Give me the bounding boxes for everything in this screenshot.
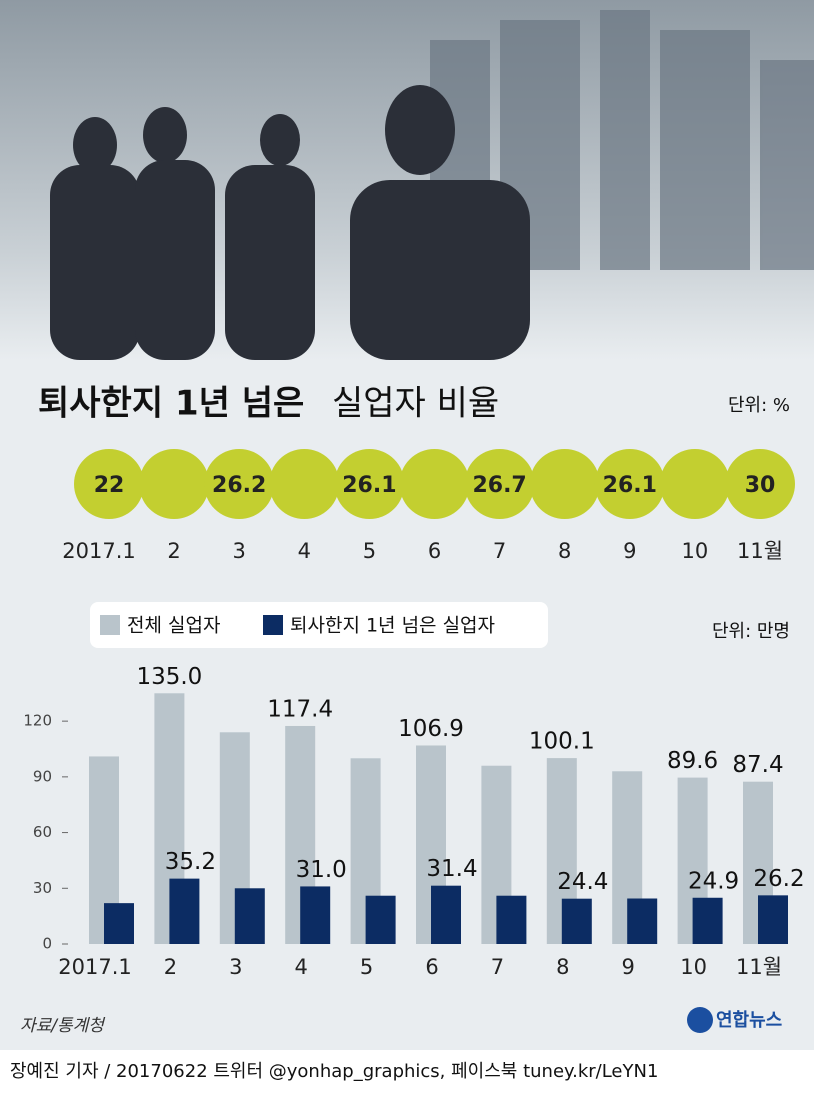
legend-swatch bbox=[263, 615, 283, 635]
data-label: 87.4 bbox=[732, 752, 783, 778]
logo-icon bbox=[687, 1007, 713, 1033]
x-tick-label: 11월 bbox=[736, 955, 782, 979]
x-tick-label: 7 bbox=[493, 539, 506, 563]
data-label: 30 bbox=[745, 473, 776, 498]
x-tick-label: 3 bbox=[233, 539, 246, 563]
x-tick-label: 4 bbox=[298, 539, 311, 563]
legend-label: 퇴사한지 1년 넘은 실업자 bbox=[290, 615, 495, 637]
y-tick-label: 90 bbox=[33, 767, 52, 785]
x-tick-label: 2 bbox=[164, 955, 177, 979]
data-label: 106.9 bbox=[398, 716, 464, 742]
source: 자료/통계청 bbox=[20, 1016, 106, 1036]
bar bbox=[561, 898, 592, 944]
data-label: 100.1 bbox=[529, 729, 595, 755]
x-tick-label: 2017.1 bbox=[62, 539, 135, 563]
x-tick-label: 5 bbox=[360, 955, 373, 979]
x-tick-label: 8 bbox=[556, 955, 569, 979]
data-label: 117.4 bbox=[267, 696, 333, 722]
ratio-circle bbox=[334, 449, 405, 519]
unit-label: 단위: 만명 bbox=[712, 621, 790, 642]
data-label: 89.6 bbox=[667, 748, 718, 774]
bar bbox=[169, 878, 200, 944]
unit-label: 단위: % bbox=[728, 395, 790, 416]
data-label: 26.1 bbox=[603, 473, 657, 498]
footer: 장예진 기자 / 20170622 트위터 @yonhap_graphics, … bbox=[10, 1061, 658, 1082]
title: 퇴사한지 1년 넘은 bbox=[38, 384, 304, 424]
x-tick-label: 4 bbox=[295, 955, 308, 979]
x-tick-label: 6 bbox=[425, 955, 438, 979]
ratio-circle bbox=[594, 449, 665, 519]
bar bbox=[365, 895, 396, 944]
legend-label: 전체 실업자 bbox=[127, 615, 220, 637]
bar bbox=[627, 898, 658, 944]
y-tick-label: 30 bbox=[33, 879, 52, 897]
bar bbox=[496, 895, 527, 944]
ratio-circle bbox=[529, 449, 600, 519]
ratio-circle bbox=[725, 449, 795, 519]
data-label: 22 bbox=[94, 473, 125, 498]
ratio-circle bbox=[464, 449, 535, 519]
x-tick-label: 11월 bbox=[737, 539, 783, 563]
data-label: 135.0 bbox=[136, 664, 202, 690]
bar bbox=[431, 885, 461, 944]
data-label: 26.2 bbox=[212, 473, 266, 498]
ratio-circle bbox=[204, 449, 275, 519]
legend-swatch bbox=[100, 615, 120, 635]
bar bbox=[104, 903, 134, 944]
ratio-circle bbox=[74, 449, 144, 519]
ratio-circle bbox=[659, 449, 730, 519]
data-label: 24.4 bbox=[557, 869, 608, 895]
x-tick-label: 5 bbox=[363, 539, 376, 563]
x-tick-label: 8 bbox=[558, 539, 571, 563]
data-label: 31.0 bbox=[296, 857, 347, 883]
y-tick-label: 60 bbox=[33, 823, 52, 841]
x-tick-label: 3 bbox=[229, 955, 242, 979]
bar bbox=[300, 886, 331, 944]
data-label: 31.4 bbox=[426, 856, 477, 882]
x-tick-label: 9 bbox=[623, 539, 636, 563]
data-label: 26.2 bbox=[753, 866, 804, 892]
data-label: 26.1 bbox=[342, 473, 396, 498]
photo-people bbox=[50, 85, 530, 360]
data-label: 26.7 bbox=[472, 473, 526, 498]
x-tick-label: 10 bbox=[682, 539, 709, 563]
y-tick-label: 120 bbox=[23, 712, 52, 730]
ratio-circle bbox=[269, 449, 340, 519]
ratio-circle bbox=[399, 449, 470, 519]
x-tick-label: 10 bbox=[680, 955, 707, 979]
x-tick-label: 9 bbox=[622, 955, 635, 979]
bar bbox=[692, 897, 723, 944]
bar bbox=[758, 895, 788, 944]
x-tick-label: 2017.1 bbox=[58, 955, 131, 979]
ratio-circle bbox=[139, 449, 210, 519]
bar bbox=[234, 888, 265, 944]
y-tick-label: 0 bbox=[42, 935, 52, 953]
legend-box bbox=[90, 602, 548, 648]
data-label: 24.9 bbox=[688, 868, 739, 894]
x-tick-label: 2 bbox=[167, 539, 180, 563]
title-light: 실업자 비율 bbox=[332, 384, 499, 424]
logo: 연합뉴스 bbox=[716, 1009, 782, 1031]
data-label: 35.2 bbox=[165, 849, 216, 875]
x-tick-label: 6 bbox=[428, 539, 441, 563]
x-tick-label: 7 bbox=[491, 955, 504, 979]
